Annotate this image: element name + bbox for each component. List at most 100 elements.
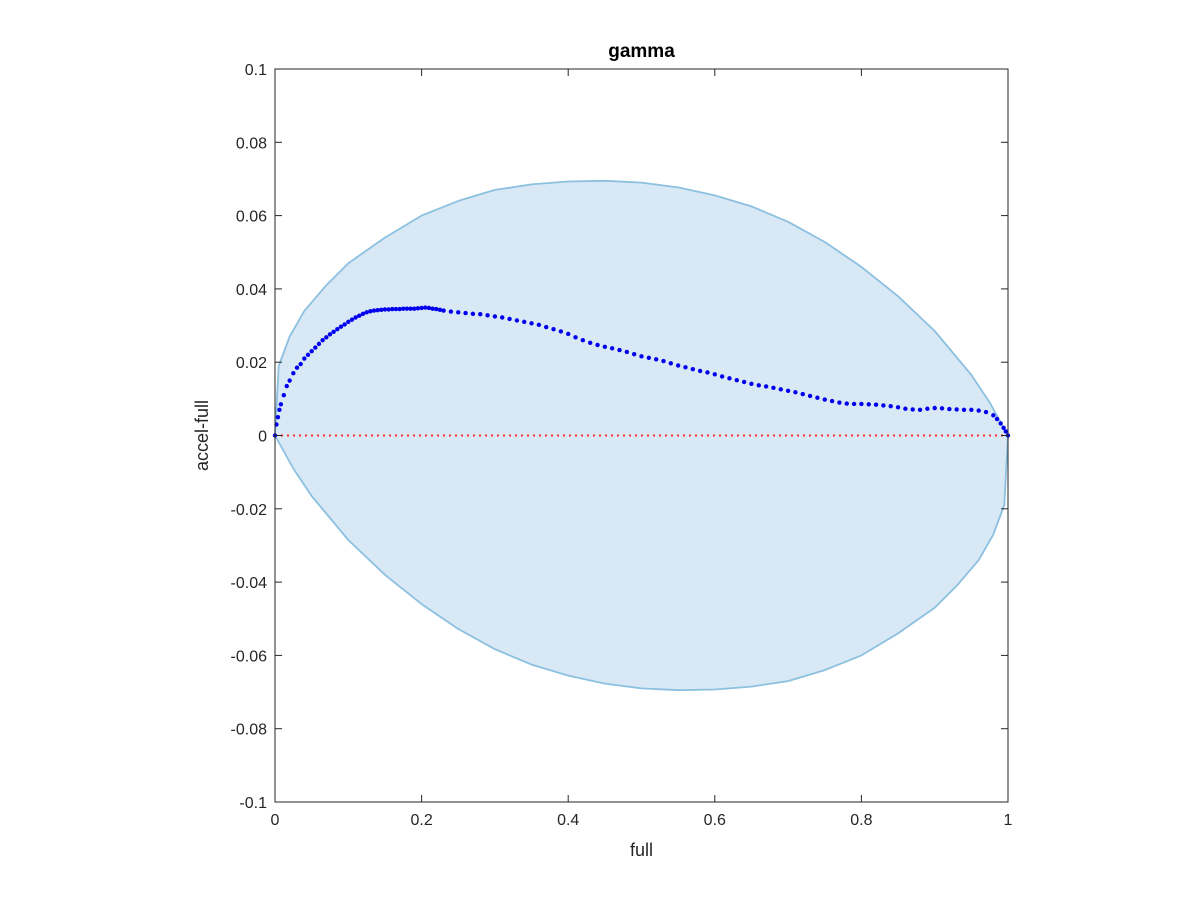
data-point-0-80 bbox=[668, 361, 674, 366]
chart-title: gamma bbox=[608, 41, 675, 62]
data-point-0-11 bbox=[302, 356, 307, 361]
data-point-0-79 bbox=[661, 358, 666, 364]
x-tick-label-1: 0.2 bbox=[410, 812, 432, 829]
data-point-0-118 bbox=[947, 406, 952, 412]
data-point-0-10 bbox=[298, 361, 303, 367]
data-point-0-72 bbox=[609, 346, 615, 351]
data-point-0-5 bbox=[281, 392, 286, 398]
data-point-0-33 bbox=[382, 307, 388, 312]
y-tick-label-9: 0.08 bbox=[236, 135, 267, 152]
data-point-0-64 bbox=[551, 327, 556, 332]
data-point-0-3 bbox=[277, 407, 282, 413]
data-point-0-104 bbox=[844, 401, 849, 406]
data-point-0-43 bbox=[419, 305, 424, 311]
x-tick-label-4: 0.8 bbox=[850, 812, 872, 829]
data-point-0-73 bbox=[617, 347, 622, 353]
data-point-0-75 bbox=[631, 351, 637, 357]
data-point-0-117 bbox=[939, 406, 945, 411]
data-point-0-105 bbox=[851, 401, 857, 407]
data-point-0-120 bbox=[961, 407, 967, 413]
data-point-0-125 bbox=[994, 416, 1000, 422]
data-point-0-96 bbox=[785, 388, 791, 393]
data-point-0-74 bbox=[624, 349, 630, 355]
data-point-0-93 bbox=[763, 384, 769, 389]
data-point-0-50 bbox=[448, 309, 454, 314]
data-point-0-54 bbox=[478, 311, 483, 317]
data-point-0-67 bbox=[573, 335, 578, 340]
y-tick-label-8: 0.06 bbox=[236, 209, 267, 226]
scatter-series bbox=[272, 305, 1011, 438]
data-point-0-37 bbox=[397, 306, 402, 312]
data-point-0-14 bbox=[313, 345, 318, 350]
data-point-0-38 bbox=[401, 306, 406, 311]
data-point-0-65 bbox=[558, 329, 564, 334]
data-point-0-121 bbox=[969, 407, 974, 413]
data-point-0-88 bbox=[727, 376, 732, 381]
data-point-0-41 bbox=[412, 306, 417, 311]
data-point-0-7 bbox=[287, 378, 292, 383]
data-point-0-69 bbox=[587, 340, 593, 345]
data-point-0-42 bbox=[415, 306, 421, 311]
data-point-0-48 bbox=[437, 307, 443, 312]
data-point-0-112 bbox=[903, 406, 908, 411]
data-point-0-28 bbox=[364, 310, 369, 315]
data-point-0-45 bbox=[426, 305, 432, 311]
data-point-0-20 bbox=[335, 327, 340, 332]
data-point-0-127 bbox=[1001, 425, 1006, 430]
data-point-0-35 bbox=[390, 306, 395, 312]
y-tick-label-2: -0.06 bbox=[231, 648, 268, 665]
data-point-0-40 bbox=[408, 306, 413, 311]
data-point-0-62 bbox=[536, 322, 542, 328]
data-point-0-100 bbox=[815, 395, 820, 400]
data-point-0-115 bbox=[925, 406, 930, 411]
data-point-0-91 bbox=[749, 381, 754, 387]
x-tick-label-5: 1 bbox=[1004, 812, 1013, 829]
data-point-0-13 bbox=[309, 349, 314, 354]
y-tick-label-7: 0.04 bbox=[236, 282, 267, 299]
data-point-0-27 bbox=[360, 311, 366, 317]
y-tick-label-5: 0 bbox=[258, 429, 267, 446]
data-point-0-71 bbox=[602, 344, 608, 350]
data-point-0-4 bbox=[278, 402, 284, 407]
data-point-0-49 bbox=[441, 308, 446, 313]
data-point-0-113 bbox=[910, 407, 915, 412]
data-point-0-12 bbox=[305, 352, 311, 358]
data-point-0-98 bbox=[800, 391, 805, 397]
data-point-0-2 bbox=[275, 414, 281, 420]
x-tick-label-2: 0.4 bbox=[557, 812, 579, 829]
data-point-0-81 bbox=[675, 363, 681, 368]
data-point-0-56 bbox=[492, 314, 498, 319]
data-point-0-101 bbox=[822, 397, 827, 402]
data-point-0-68 bbox=[580, 338, 586, 343]
x-tick-label-0: 0 bbox=[271, 812, 280, 829]
data-point-0-61 bbox=[529, 321, 534, 326]
y-tick-label-0: -0.1 bbox=[239, 795, 267, 812]
data-point-0-92 bbox=[756, 383, 761, 388]
data-point-0-29 bbox=[368, 309, 373, 314]
data-point-0-30 bbox=[371, 308, 377, 313]
data-point-0-103 bbox=[837, 400, 842, 405]
data-point-0-51 bbox=[456, 310, 461, 315]
data-point-0-32 bbox=[379, 307, 384, 312]
data-point-0-66 bbox=[566, 331, 571, 337]
data-point-0-47 bbox=[434, 306, 439, 312]
data-point-0-58 bbox=[507, 316, 512, 322]
data-point-0-39 bbox=[404, 306, 410, 311]
data-point-0-18 bbox=[327, 332, 333, 337]
data-point-0-17 bbox=[324, 335, 329, 340]
data-point-0-89 bbox=[734, 377, 739, 383]
data-point-0-19 bbox=[331, 329, 336, 334]
data-point-0-85 bbox=[705, 370, 710, 375]
data-point-0-70 bbox=[595, 342, 600, 348]
data-point-0-126 bbox=[998, 421, 1003, 426]
data-point-0-83 bbox=[690, 366, 696, 372]
data-point-0-23 bbox=[346, 319, 351, 325]
data-point-0-46 bbox=[430, 306, 435, 311]
data-point-0-107 bbox=[866, 402, 871, 407]
data-point-0-22 bbox=[342, 322, 347, 327]
data-point-0-102 bbox=[829, 398, 835, 404]
data-point-0-116 bbox=[932, 405, 937, 411]
data-point-0-52 bbox=[463, 310, 468, 316]
data-point-0-82 bbox=[683, 365, 688, 370]
